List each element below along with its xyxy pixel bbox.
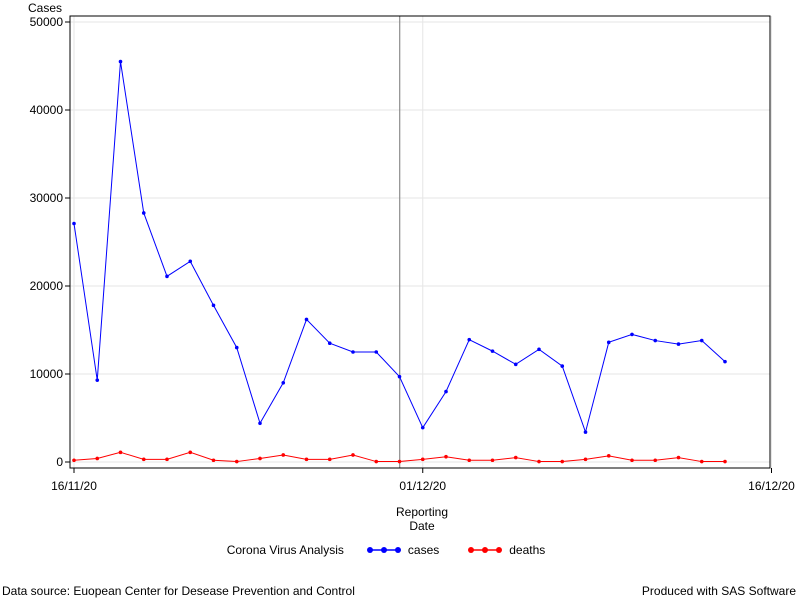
data-point-deaths — [513, 455, 518, 460]
legend-swatch-deaths — [468, 547, 503, 553]
data-point-deaths — [281, 453, 286, 457]
data-point-cases — [95, 378, 100, 382]
data-point-cases — [304, 317, 309, 322]
legend-label-cases: cases — [407, 543, 440, 557]
data-point-deaths — [72, 458, 76, 463]
data-point-cases — [188, 259, 193, 264]
y-axis-label: Cases — [28, 1, 62, 15]
data-point-cases — [560, 364, 565, 368]
data-point-deaths — [374, 459, 379, 464]
data-point-cases — [327, 341, 332, 346]
y-tick-label: 10000 — [30, 367, 64, 381]
y-tick-label: 50000 — [30, 15, 64, 29]
data-point-cases — [258, 421, 262, 426]
data-point-deaths — [211, 458, 216, 463]
data-point-cases — [234, 345, 239, 350]
data-point-cases — [537, 347, 541, 352]
x-axis-label-line2: Date — [409, 519, 435, 533]
data-point-deaths — [420, 457, 425, 462]
data-point-deaths — [258, 456, 262, 461]
data-point-cases — [630, 332, 634, 337]
legend-title: Corona Virus Analysis — [226, 543, 344, 557]
x-tick-label: 16/11/20 — [51, 479, 97, 493]
series-layer — [72, 59, 727, 464]
data-point-cases — [420, 425, 425, 430]
legend-label-deaths: deaths — [509, 543, 546, 557]
data-point-cases — [211, 303, 216, 308]
data-point-cases — [723, 359, 727, 364]
data-point-cases — [351, 350, 355, 354]
y-tick-label: 30000 — [30, 191, 64, 205]
data-point-cases — [281, 381, 286, 385]
data-point-cases — [490, 349, 495, 353]
data-point-deaths — [537, 459, 541, 464]
data-point-deaths — [351, 453, 355, 457]
data-point-deaths — [699, 459, 704, 464]
data-point-cases — [72, 221, 76, 226]
data-point-cases — [583, 430, 588, 434]
data-point-deaths — [653, 458, 658, 463]
x-tick-label: 01/12/20 — [399, 479, 446, 493]
data-point-deaths — [118, 450, 123, 455]
grid — [70, 16, 772, 468]
y-tick-label: 0 — [56, 455, 63, 469]
data-point-deaths — [723, 459, 727, 464]
data-point-deaths — [583, 457, 588, 462]
data-point-deaths — [327, 457, 332, 462]
data-point-cases — [141, 211, 146, 215]
data-point-deaths — [490, 458, 495, 463]
data-point-deaths — [141, 457, 146, 462]
y-tick-label: 20000 — [30, 279, 64, 293]
legend-swatch-cases — [366, 547, 401, 553]
data-point-cases — [606, 340, 611, 345]
data-point-deaths — [188, 450, 193, 455]
data-point-cases — [374, 350, 379, 354]
data-point-deaths — [95, 456, 100, 461]
legend: Corona Virus Analysis cases deaths — [0, 543, 800, 557]
axes: 0 10000 20000 30000 40000 50000 16/11/20 01/12/… — [30, 15, 796, 493]
data-point-deaths — [676, 455, 681, 460]
data-point-cases — [444, 389, 448, 394]
data-point-deaths — [397, 459, 402, 464]
data-point-deaths — [165, 457, 169, 462]
data-point-cases — [467, 337, 472, 342]
data-point-deaths — [467, 458, 472, 463]
y-tick-label: 40000 — [30, 103, 64, 117]
data-source-footnote: Data source: Euopean Center for Desease … — [2, 584, 355, 598]
produced-with-footnote: Produced with SAS Software — [641, 584, 796, 598]
data-point-cases — [513, 362, 518, 367]
data-point-cases — [118, 59, 123, 64]
data-point-deaths — [606, 454, 611, 458]
data-point-cases — [699, 338, 704, 343]
plot-frame — [69, 15, 771, 469]
data-point-deaths — [304, 457, 309, 462]
legend-item-deaths: deaths — [467, 543, 545, 557]
data-point-cases — [165, 274, 169, 279]
data-point-deaths — [560, 459, 565, 464]
data-point-deaths — [630, 458, 634, 463]
data-point-cases — [676, 342, 681, 346]
x-axis-label-line1: Reporting — [396, 505, 448, 519]
data-point-deaths — [234, 459, 239, 464]
data-point-cases — [653, 338, 658, 343]
data-point-cases — [397, 374, 402, 379]
data-point-deaths — [444, 454, 448, 459]
legend-item-cases: cases — [366, 543, 439, 557]
x-tick-label: 16/12/20 — [748, 479, 795, 493]
